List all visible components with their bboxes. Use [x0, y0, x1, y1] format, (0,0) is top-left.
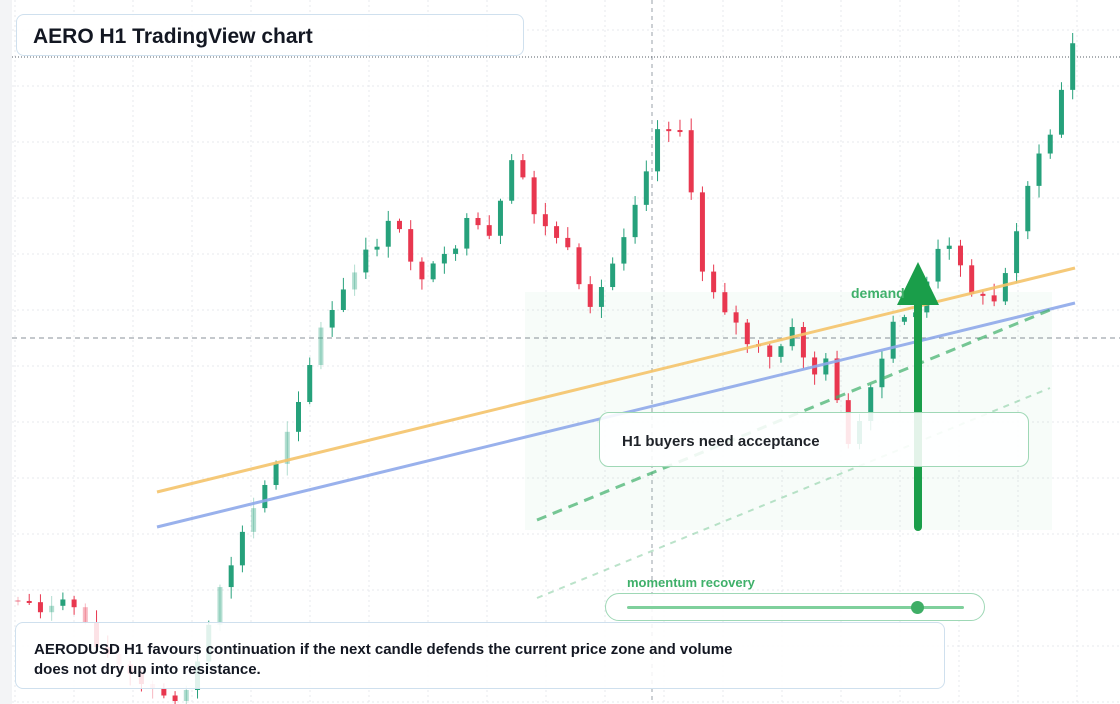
- momentum-slider: [605, 593, 985, 621]
- candle-body: [464, 217, 470, 249]
- candle-body: [800, 327, 806, 358]
- candle-body: [430, 263, 436, 280]
- candle-body: [1014, 231, 1020, 274]
- chart-title: AERO H1 TradingView chart: [33, 25, 313, 48]
- candle-body: [621, 237, 627, 264]
- candle-body: [531, 177, 537, 215]
- candle-body: [610, 263, 616, 288]
- upward-arrow-head: [897, 262, 939, 305]
- candle-body: [542, 214, 548, 227]
- candle-body: [453, 248, 459, 254]
- candle-body: [71, 599, 77, 608]
- candle-body: [329, 309, 335, 328]
- candle-body: [475, 217, 481, 226]
- candle-body: [722, 292, 728, 313]
- candle-body: [632, 204, 638, 238]
- candle-body: [363, 249, 369, 273]
- candle-body: [744, 322, 750, 345]
- candle-body: [957, 245, 963, 266]
- candle-body: [565, 237, 571, 248]
- candle-body: [868, 387, 874, 421]
- candle-body: [901, 317, 907, 322]
- candle-body: [419, 261, 425, 280]
- candle-body: [1036, 153, 1042, 186]
- caption-text: AERODUSD H1 favours continuation if the …: [34, 641, 733, 678]
- candle-body: [509, 160, 515, 201]
- candle-body: [598, 287, 604, 307]
- candle-body: [991, 295, 997, 302]
- candle-body: [823, 358, 829, 375]
- candle-body: [239, 531, 245, 566]
- demand-zone-label: demand: [851, 285, 905, 301]
- candle-body: [1047, 134, 1053, 154]
- candle-body: [318, 327, 324, 366]
- acceptance-note-text: H1 buyers need acceptance: [622, 433, 820, 450]
- candle-body: [251, 508, 257, 532]
- candle-body: [935, 248, 941, 282]
- candle-body: [1002, 273, 1008, 302]
- candle-body: [441, 253, 447, 264]
- candle-body: [688, 130, 694, 193]
- candle-body: [643, 171, 649, 205]
- candle-body: [26, 600, 32, 603]
- candle-body: [778, 346, 784, 357]
- candle-body: [228, 565, 234, 588]
- candle-body: [890, 321, 896, 359]
- candle-body: [576, 247, 582, 285]
- candle-body: [677, 130, 683, 133]
- candle-body: [340, 289, 346, 310]
- candle-body: [699, 192, 705, 272]
- title-box: AERO H1 TradingView chart: [16, 14, 524, 56]
- candle-body: [284, 431, 290, 464]
- candle-body: [497, 200, 503, 236]
- candle-body: [587, 284, 593, 307]
- candle-body: [946, 245, 952, 249]
- candle-body: [767, 345, 773, 357]
- caption-box: AERODUSD H1 favours continuation if the …: [15, 622, 945, 689]
- candle-body: [969, 265, 975, 294]
- candle-body: [1025, 185, 1031, 232]
- candle-body: [49, 605, 55, 613]
- candle-body: [733, 312, 739, 323]
- candle-body: [307, 365, 313, 402]
- candle-body: [172, 695, 178, 701]
- candle-body: [352, 272, 358, 290]
- momentum-knob: [911, 601, 924, 614]
- candle-body: [15, 600, 21, 602]
- momentum-track: [627, 606, 964, 609]
- demand-zone: [525, 292, 1052, 530]
- candle-body: [262, 484, 268, 509]
- candle-body: [60, 599, 66, 606]
- momentum-label: momentum recovery: [627, 575, 755, 590]
- candle-body: [37, 602, 43, 613]
- candle-body: [666, 129, 672, 132]
- candle-body: [655, 129, 661, 172]
- candle-body: [879, 358, 885, 388]
- candle-body: [82, 607, 88, 623]
- acceptance-note: H1 buyers need acceptance: [599, 412, 1029, 467]
- candle-body: [554, 226, 560, 238]
- candle-body: [273, 463, 279, 485]
- candle-body: [834, 358, 840, 401]
- candle-body: [161, 688, 167, 696]
- candle-body: [1070, 43, 1076, 90]
- candle-body: [1058, 89, 1064, 135]
- candle-body: [711, 271, 717, 293]
- candle-body: [520, 160, 526, 178]
- candle-body: [385, 220, 391, 247]
- candle-body: [183, 689, 189, 701]
- candle-body: [217, 587, 223, 625]
- candle-body: [486, 225, 492, 236]
- candle-body: [396, 220, 402, 230]
- candle-body: [980, 293, 986, 296]
- left-edge-strip: [0, 0, 12, 704]
- candle-body: [374, 246, 380, 250]
- candle-body: [296, 401, 301, 432]
- candle-body: [408, 229, 414, 262]
